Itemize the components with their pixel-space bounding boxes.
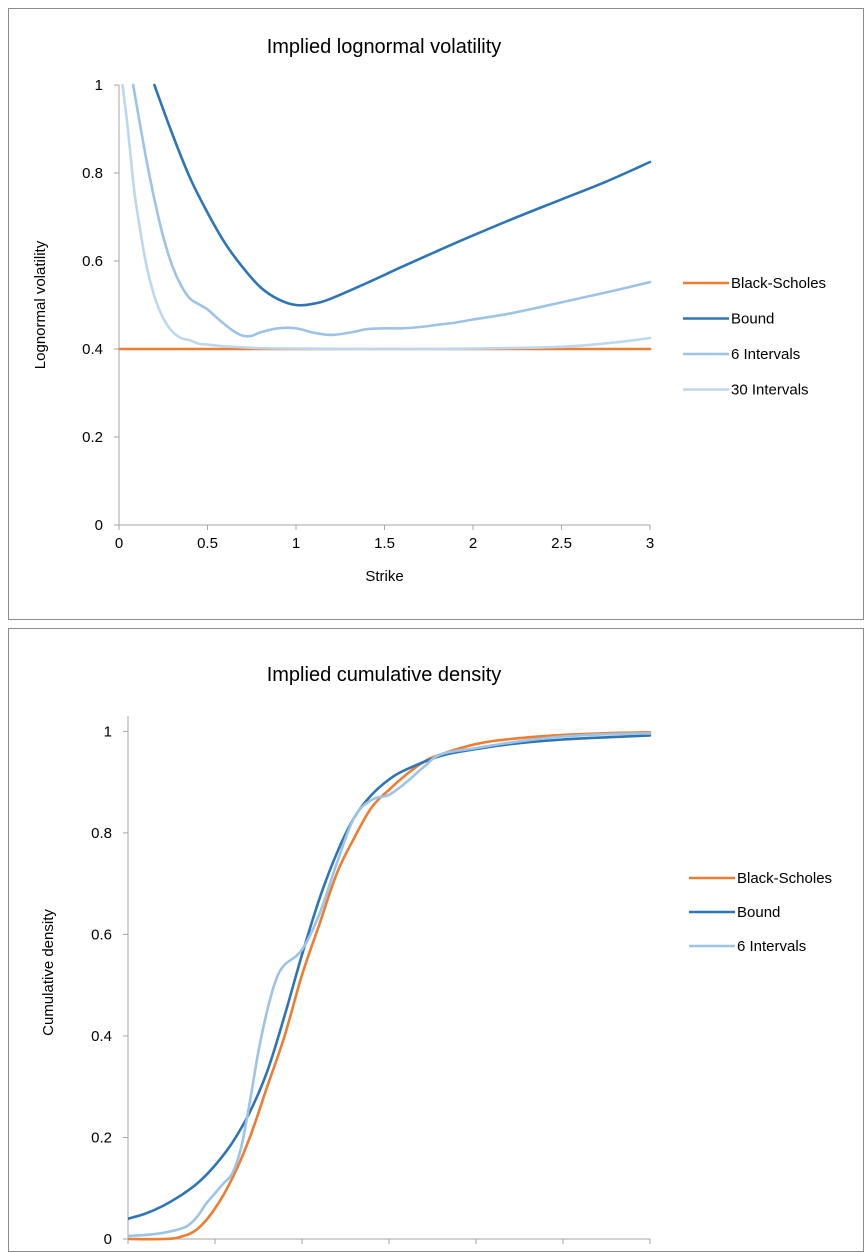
- series-line-black-scholes: [128, 731, 652, 1241]
- legend-label: 6 Intervals: [737, 938, 806, 955]
- legend-label: 6 Intervals: [731, 346, 800, 363]
- y-axis-label: Cumulative density: [40, 909, 57, 1036]
- y-tick-label: 1: [95, 77, 103, 94]
- legend-label: Black-Scholes: [731, 275, 826, 292]
- x-tick-label: 2.5: [551, 535, 572, 552]
- y-tick-label: 0.4: [91, 1028, 112, 1045]
- x-tick-label: 1: [298, 1249, 306, 1251]
- y-tick-label: 0: [104, 1231, 112, 1248]
- x-tick-label: 0: [115, 535, 123, 552]
- y-tick-label: 0.8: [91, 825, 112, 842]
- series-line-bound: [153, 83, 652, 307]
- y-tick-label: 0.6: [91, 926, 112, 943]
- x-tick-label: 1.5: [379, 1249, 400, 1251]
- x-tick-label: 0: [124, 1249, 132, 1251]
- legend-label: Black-Scholes: [737, 870, 832, 887]
- x-axis-label: Strike: [365, 568, 403, 585]
- y-tick-label: 0.4: [82, 341, 103, 358]
- series-line-6-intervals: [128, 732, 652, 1238]
- chart-panel-volatility: Implied lognormal volatility 0 0.5 1 1.5 2 2.5…: [8, 8, 864, 620]
- chart-volatility-svg: Implied lognormal volatility 0 0.5 1 1.5 2 2.5…: [32, 36, 826, 585]
- x-tick-label: 2: [469, 535, 477, 552]
- series-line-6-intervals: [131, 83, 652, 338]
- x-tick-label: 0.5: [197, 535, 218, 552]
- y-tick-label: 0.2: [82, 429, 103, 446]
- chart-title: Implied cumulative density: [267, 664, 502, 686]
- x-tick-label: 2: [472, 1249, 480, 1251]
- x-tick-label: 2.5: [553, 1249, 574, 1251]
- y-tick-label: 0: [95, 517, 103, 534]
- legend-label: 30 Intervals: [731, 382, 809, 399]
- legend-label: Bound: [737, 904, 780, 921]
- x-tick-label: 3: [646, 535, 654, 552]
- chart-title: Implied lognormal volatility: [267, 36, 502, 58]
- x-tick-label: 1.5: [374, 535, 395, 552]
- x-tick-label: 1: [292, 535, 300, 552]
- y-tick-label: 0.8: [82, 165, 103, 182]
- series-line-bound: [128, 734, 652, 1220]
- x-tick-label: 0.5: [205, 1249, 226, 1251]
- legend-label: Bound: [731, 311, 774, 328]
- chart-cumulative-svg: Implied cumulative density 0 0.5 1 1.5 2 2.5 3 0…: [40, 664, 832, 1251]
- chart-panel-cumulative: Implied cumulative density 0 0.5 1 1.5 2 2.5 3 0…: [8, 628, 864, 1252]
- y-tick-label: 1: [104, 723, 112, 740]
- series-line-30-intervals: [121, 83, 652, 351]
- x-tick-label: 3: [646, 1249, 654, 1251]
- y-tick-label: 0.2: [91, 1129, 112, 1146]
- y-tick-label: 0.6: [82, 253, 103, 270]
- y-axis-label: Lognormal volatility: [32, 240, 49, 369]
